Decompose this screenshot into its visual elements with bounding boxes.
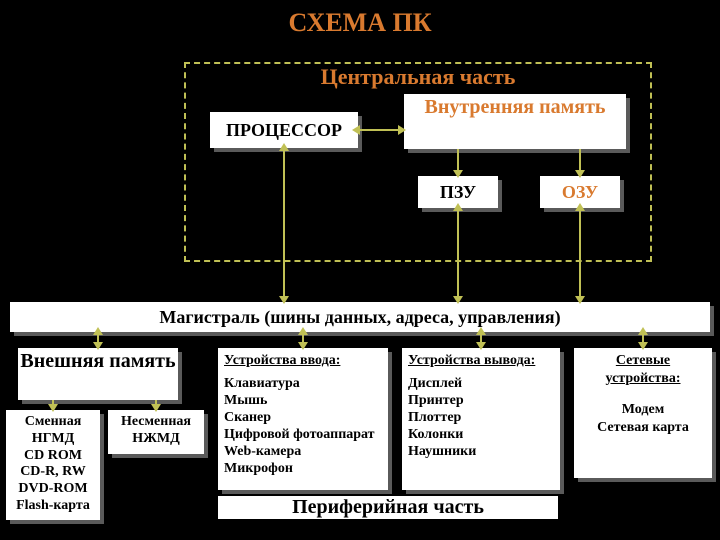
arrow-icon [398,125,406,135]
central-part-label: Центральная часть [184,64,652,90]
arrow-icon [453,170,463,178]
input-item: Клавиатура [224,375,382,392]
input-item: Сканер [224,409,382,426]
input-item: Микрофон [224,460,382,477]
removable-item: DVD-ROM [8,481,98,498]
arrow-icon [638,342,648,350]
arrow-icon [476,342,486,350]
output-devices-title: Устройства вывода: [408,352,554,369]
arrow-icon [93,342,103,350]
removable-item: Flash-карта [8,498,98,515]
arrow-icon [298,342,308,350]
central-part-frame [184,62,652,262]
arrow-icon [476,327,486,335]
arrow-icon [279,143,289,151]
network-item: Сетевая карта [578,419,708,437]
fixed-box: Несменная НЖМД [108,410,204,454]
arrow-icon [453,296,463,304]
removable-item: CD ROM [8,448,98,465]
arrow-icon [298,327,308,335]
connector-ram-bus [579,208,581,302]
arrow-icon [575,170,585,178]
arrow-icon [151,404,161,412]
fixed-item: НЖМД [110,431,202,448]
arrow-icon [575,203,585,211]
removable-item: НГМД [8,431,98,448]
diagram-title: СХЕМА ПК [0,8,720,38]
output-item: Принтер [408,392,554,409]
input-item: Мышь [224,392,382,409]
arrow-icon [575,296,585,304]
output-item: Дисплей [408,375,554,392]
arrow-icon [638,327,648,335]
input-item: Web-камера [224,443,382,460]
arrow-icon [93,327,103,335]
input-item: Цифровой фотоаппарат [224,426,382,443]
arrow-icon [279,296,289,304]
connector-cpu-bus [283,148,285,302]
network-devices-title: Сетевые устройства: [578,352,708,387]
fixed-title: Несменная [110,414,202,431]
output-item: Плоттер [408,409,554,426]
output-item: Наушники [408,443,554,460]
input-devices-box: Устройства ввода: Клавиатура Мышь Сканер… [218,348,388,490]
network-devices-box: Сетевые устройства: Модем Сетевая карта [574,348,712,478]
peripheral-label: Периферийная часть [218,496,558,519]
external-memory-box: Внешняя память [18,348,178,400]
network-item: Модем [578,401,708,419]
output-devices-box: Устройства вывода: Дисплей Принтер Плотт… [402,348,560,490]
removable-box: Сменная НГМД CD ROM CD-R, RW DVD-ROM Fla… [6,410,100,520]
connector-rom-bus [457,208,459,302]
arrow-icon [48,404,58,412]
bus-box: Магистраль (шины данных, адреса, управле… [10,302,710,332]
arrow-icon [453,203,463,211]
removable-item: CD-R, RW [8,464,98,481]
internal-memory-box: Внутренняя память [404,94,626,149]
input-devices-title: Устройства ввода: [224,352,382,369]
output-item: Колонки [408,426,554,443]
removable-title: Сменная [8,414,98,431]
arrow-icon [352,125,360,135]
